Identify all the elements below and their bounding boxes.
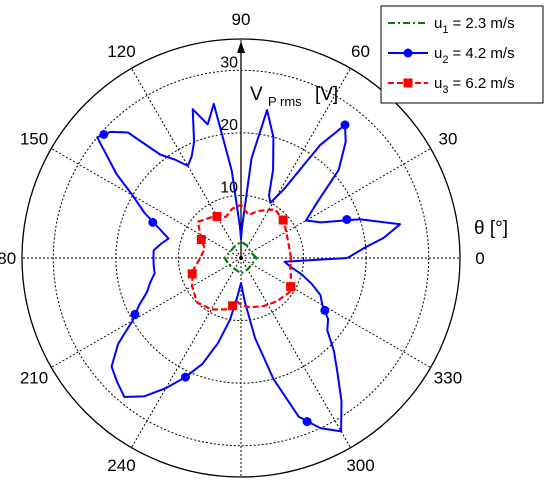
angle-tick-30: 30 xyxy=(439,129,458,148)
spoke-150 xyxy=(51,148,242,259)
radial-axis-arrowhead xyxy=(237,41,245,53)
outer-ring xyxy=(21,38,461,478)
series-2-marker-6 xyxy=(302,417,312,427)
series-3-marker-0 xyxy=(278,215,288,225)
angle-tick-60: 60 xyxy=(351,42,370,61)
legend-marker-2 xyxy=(403,48,413,58)
legend-items: u1 = 2.3 m/s u2 = 4.2 m/s u3 = 6.2 m/s xyxy=(388,15,515,96)
angle-tick-270: 270 xyxy=(227,488,255,491)
series-2-marker-2 xyxy=(99,129,109,139)
series-1 xyxy=(223,240,258,275)
series-2-marker-7 xyxy=(320,305,330,315)
series-2-marker-4 xyxy=(130,309,140,319)
angle-tick-90: 90 xyxy=(232,10,251,29)
legend-label-2: u2 = 4.2 m/s xyxy=(434,45,515,66)
legend-label-1: u1 = 2.3 m/s xyxy=(434,15,515,36)
angle-tick-210: 210 xyxy=(20,369,48,388)
spoke-120 xyxy=(131,68,242,259)
angle-tick-240: 240 xyxy=(107,456,135,475)
angle-tick-330: 330 xyxy=(434,369,462,388)
radial-axis-subscript: P rms xyxy=(268,94,302,109)
legend-label-3: u3 = 6.2 m/s xyxy=(434,75,515,96)
series-3-marker-2 xyxy=(196,234,206,244)
series-2-marker-0 xyxy=(342,214,352,224)
tick-labels: 0 30 60 90 120 150 180 210 240 270 300 330 10 20 30 xyxy=(0,10,485,491)
angle-tick-0: 0 xyxy=(475,249,484,268)
angular-axis-label: θ [°] xyxy=(474,218,508,239)
angle-tick-120: 120 xyxy=(107,42,135,61)
series-3-marker-1 xyxy=(212,211,222,221)
radial-axis-unit: [V] xyxy=(315,84,338,105)
radial-tick-20: 20 xyxy=(220,117,238,134)
series-3 xyxy=(187,203,296,311)
spoke-330 xyxy=(240,257,431,368)
grid-ring-10 xyxy=(177,194,305,322)
radial-tick-30: 30 xyxy=(220,54,238,71)
series-2-marker-1 xyxy=(340,120,350,130)
series-3-marker-5 xyxy=(286,282,296,292)
spoke-240 xyxy=(131,257,242,448)
series-3-marker-3 xyxy=(187,269,197,279)
legend-item-1: u1 = 2.3 m/s xyxy=(388,15,515,36)
radial-axis-symbol: V xyxy=(250,84,263,105)
spoke-300 xyxy=(240,257,351,448)
series-3-marker-4 xyxy=(228,301,238,311)
radial-axis-label: V P rms [V] xyxy=(250,84,338,111)
polar-grid xyxy=(21,38,461,478)
angle-tick-150: 150 xyxy=(20,129,48,148)
series-layer xyxy=(96,102,402,433)
legend-item-3: u3 = 6.2 m/s xyxy=(388,75,515,96)
angle-tick-180: 180 xyxy=(0,249,16,268)
series-3-line xyxy=(191,203,293,311)
series-2-marker-3 xyxy=(148,217,158,227)
legend-marker-3 xyxy=(403,78,413,88)
series-2-marker-5 xyxy=(180,372,190,382)
series-2 xyxy=(96,102,402,433)
spoke-210 xyxy=(51,257,242,368)
legend-item-2: u2 = 4.2 m/s xyxy=(388,45,515,66)
spoke-60 xyxy=(240,68,351,259)
series-2-line xyxy=(96,102,402,433)
radial-tick-10: 10 xyxy=(220,179,238,196)
angle-tick-300: 300 xyxy=(346,456,374,475)
legend: u1 = 2.3 m/s u2 = 4.2 m/s u3 = 6.2 m/s xyxy=(380,5,544,104)
spoke-30 xyxy=(240,148,431,259)
series-1-line xyxy=(223,240,258,275)
